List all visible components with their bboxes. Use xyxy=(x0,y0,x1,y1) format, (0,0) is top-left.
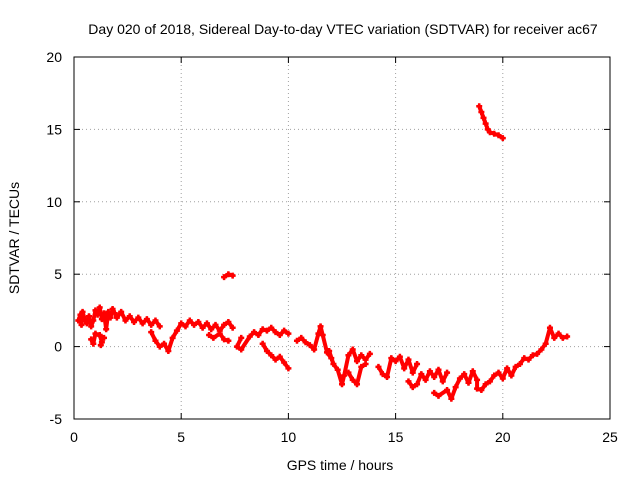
data-point xyxy=(444,369,451,376)
y-tick-label: 20 xyxy=(46,49,62,65)
axis-ticks: 0 5 10 15 20 25 -5 0 5 10 15 20 xyxy=(46,49,618,445)
data-trace xyxy=(239,334,252,352)
plot-frame xyxy=(73,56,611,420)
x-tick-label: 15 xyxy=(388,429,404,445)
grid-lines xyxy=(74,57,610,419)
x-tick-label: 20 xyxy=(495,429,511,445)
data-trace xyxy=(342,353,351,378)
data-point xyxy=(362,360,369,367)
y-tick-label: 5 xyxy=(54,266,62,282)
data-trace xyxy=(385,356,394,380)
data-point xyxy=(285,330,292,337)
data-point xyxy=(499,135,506,142)
data-point xyxy=(229,272,236,279)
data-points xyxy=(75,103,571,402)
data-point xyxy=(229,324,236,331)
x-tick-label: 0 xyxy=(70,429,78,445)
x-axis-title: GPS time / hours xyxy=(287,457,394,473)
y-tick-label: 15 xyxy=(46,121,62,137)
chart-title: Day 020 of 2018, Sidereal Day-to-day VTE… xyxy=(88,21,598,37)
data-point xyxy=(101,334,108,341)
x-tick-label: 5 xyxy=(177,429,185,445)
data-point xyxy=(285,365,292,372)
y-axis-title: SDTVAR / TECUs xyxy=(6,182,22,294)
x-tick-label: 25 xyxy=(602,429,618,445)
y-tick-label: -5 xyxy=(50,411,63,427)
data-point xyxy=(414,360,421,367)
data-point xyxy=(156,323,163,330)
y-tick-label: 10 xyxy=(46,194,62,210)
x-tick-label: 10 xyxy=(281,429,297,445)
data-point xyxy=(97,342,104,349)
y-tick-label: 0 xyxy=(54,339,62,355)
data-point xyxy=(366,350,373,357)
data-point xyxy=(225,337,232,344)
data-point xyxy=(564,333,571,340)
